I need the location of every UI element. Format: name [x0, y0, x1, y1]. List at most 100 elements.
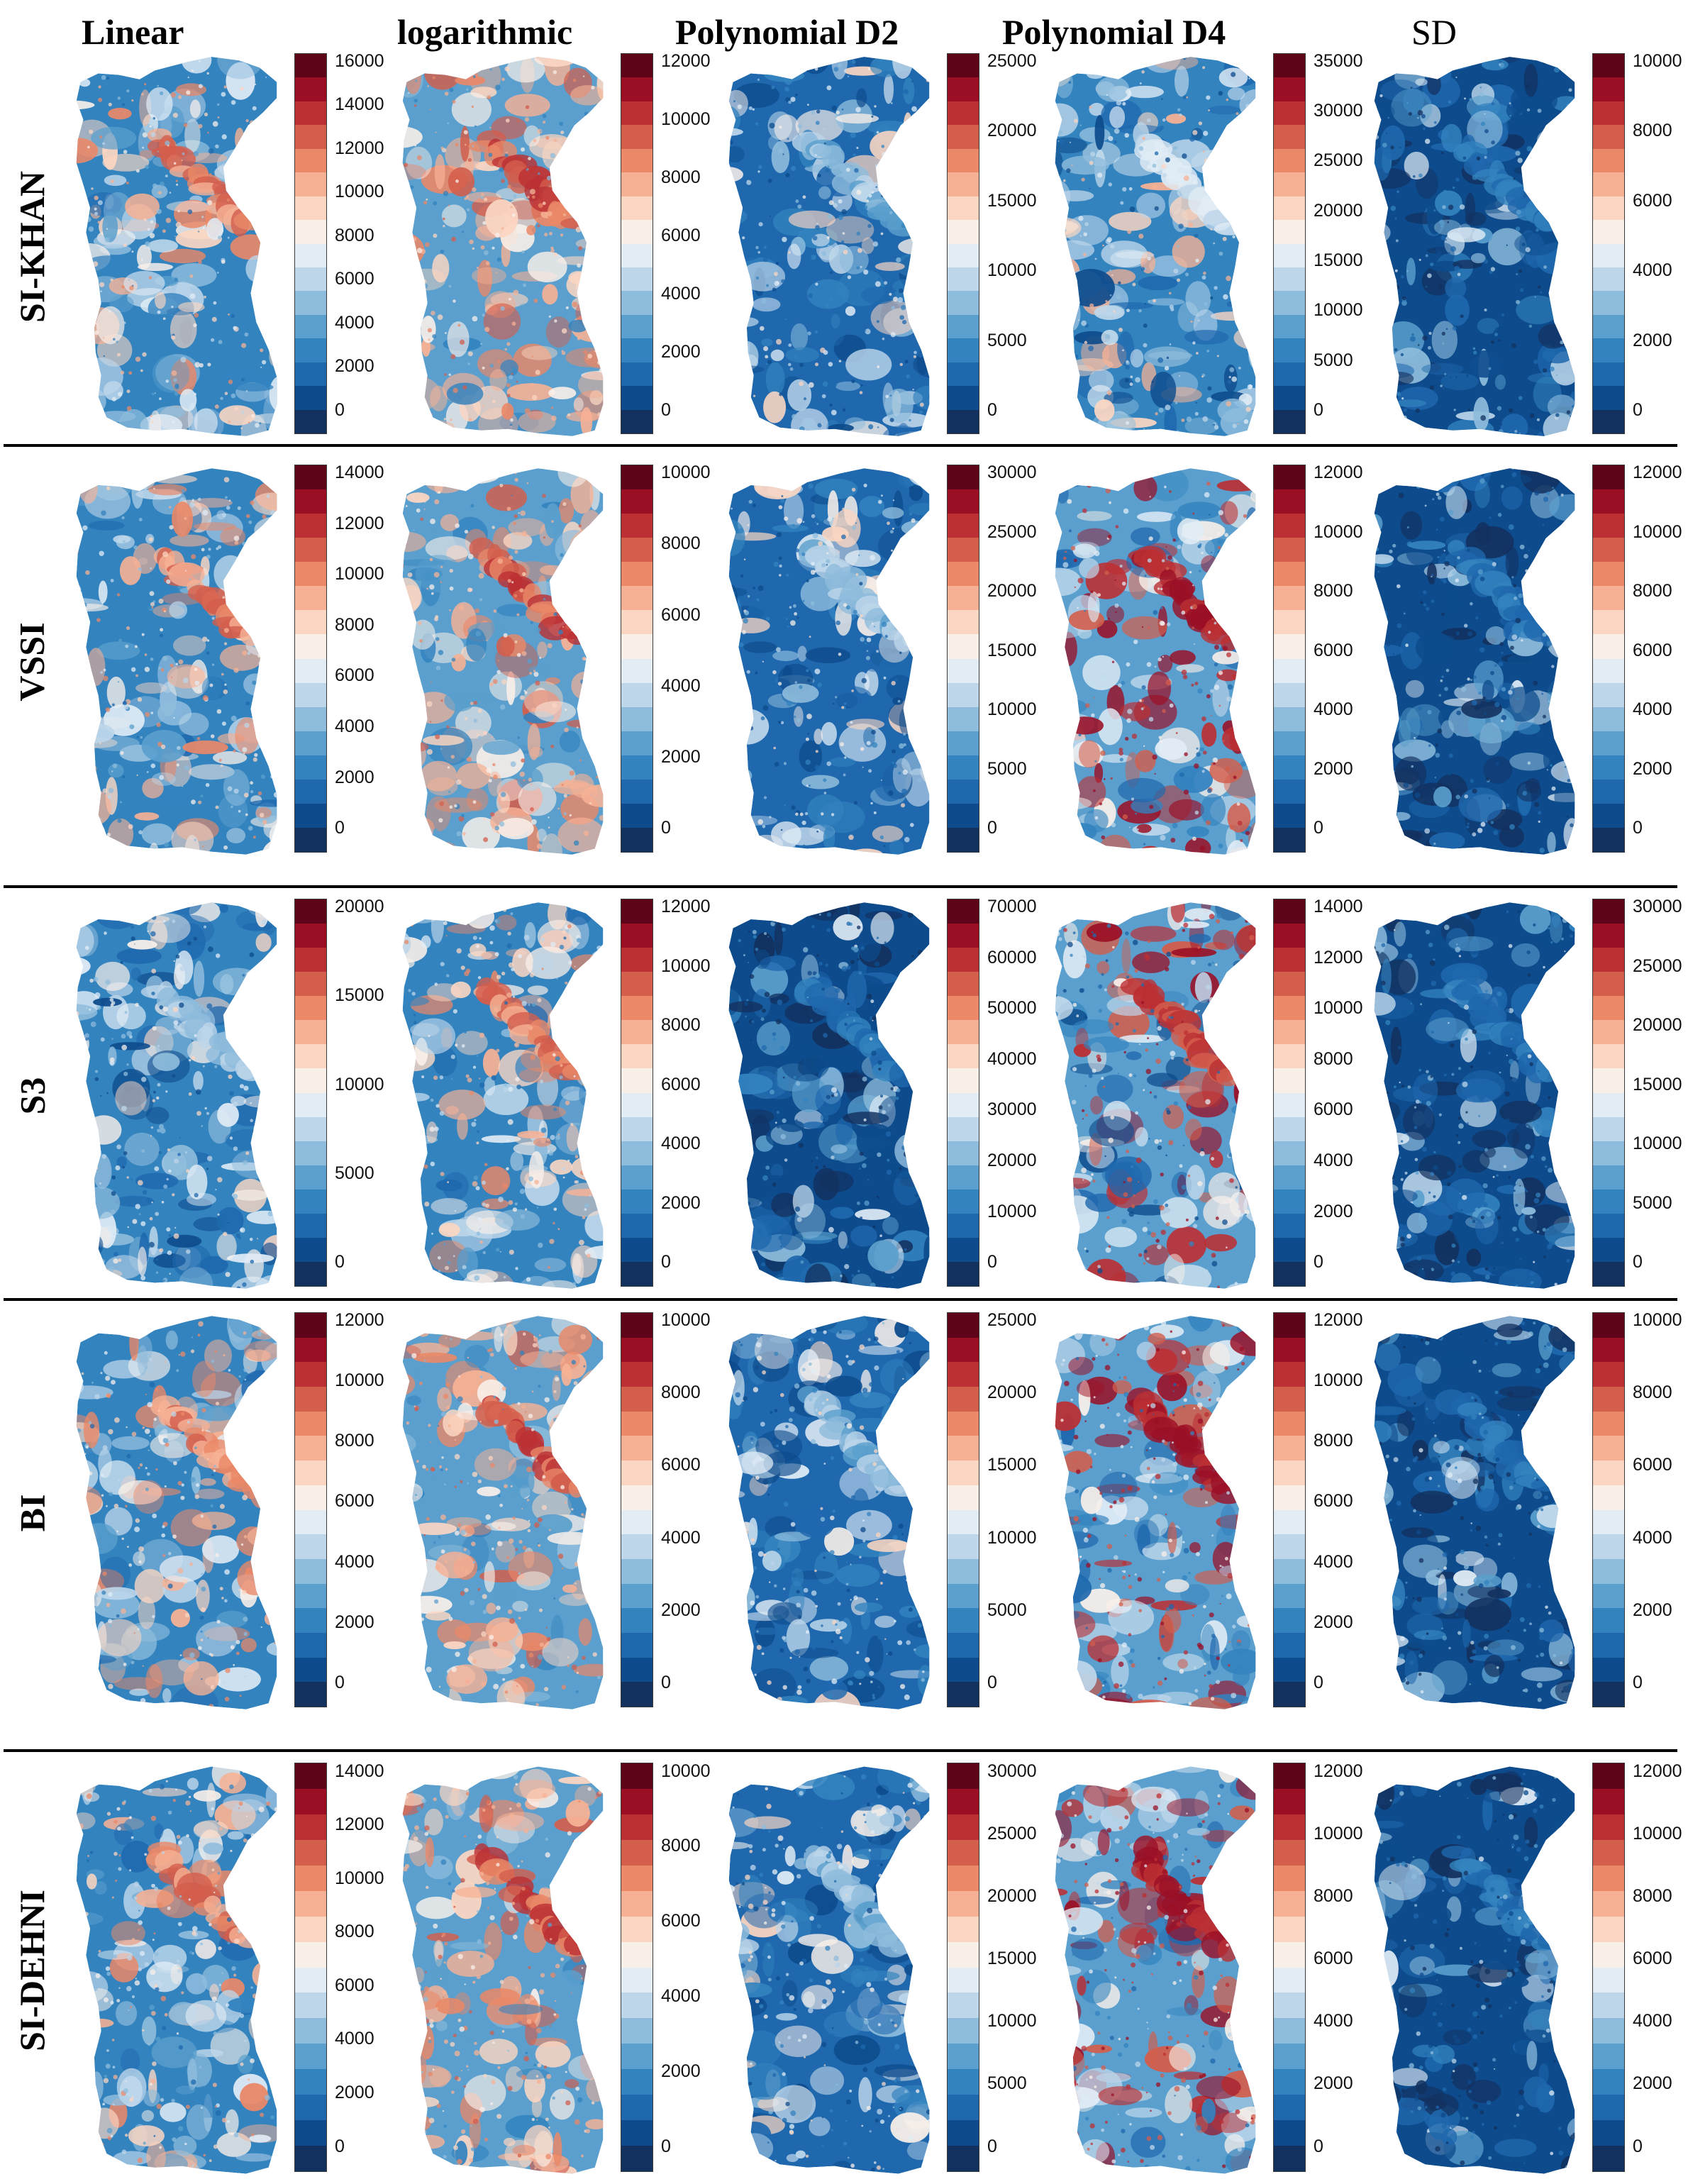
colorbar-segment — [621, 1020, 653, 1045]
colorbar-segment — [295, 755, 326, 780]
colorbar-tick-label: 6000 — [1633, 640, 1672, 660]
colorbar-segment — [621, 172, 653, 196]
colorbar-segment — [621, 1682, 653, 1707]
map-panel: 10000 8000 6000 4000 2000 0 — [397, 1759, 723, 2181]
colorbar-tick-label: 6000 — [335, 1491, 374, 1512]
map-panel: 14000 12000 10000 8000 6000 4000 2000 0 — [71, 461, 397, 862]
colorbar-segment — [1274, 2069, 1305, 2095]
colorbar — [1273, 1763, 1306, 2172]
colorbar-segment — [621, 2095, 653, 2121]
colorbar-tick-label: 14000 — [335, 94, 384, 115]
colorbar-segment — [1593, 1020, 1624, 1045]
colorbar-tick-label: 0 — [335, 2136, 345, 2156]
colorbar-segment — [1593, 1865, 1624, 1891]
colorbar-segment — [621, 1313, 653, 1338]
colorbar-segment — [948, 314, 979, 339]
colorbar-segment — [1274, 1165, 1305, 1190]
colorbar-tick-label: 15000 — [987, 1949, 1037, 1968]
colorbar-tick-label: 25000 — [1633, 955, 1682, 976]
colorbar-segment — [621, 538, 653, 562]
colorbar-tick-label: 10000 — [1633, 50, 1682, 71]
colorbar-tick-label: 2000 — [335, 2082, 374, 2102]
map-panel: 12000 10000 8000 6000 4000 2000 0 — [1369, 461, 1688, 862]
map-panel: 35000 30000 25000 20000 15000 10000 5000 0 — [1050, 50, 1376, 443]
colorbar-tick-label: 20000 — [1314, 200, 1363, 221]
raster-map — [1374, 1316, 1575, 1709]
map-fill — [728, 1766, 930, 2174]
colorbar-segment — [1593, 2146, 1624, 2171]
colorbar-segment — [1274, 1141, 1305, 1165]
colorbar-segment — [948, 1092, 979, 1117]
colorbar-segment — [621, 54, 653, 78]
colorbar-segment — [1593, 1411, 1624, 1436]
colorbar-tick-label: 12000 — [1633, 1761, 1682, 1781]
colorbar-tick-label: 0 — [987, 1672, 997, 1692]
row-divider — [4, 1298, 1677, 1301]
colorbar-tick-label: 4000 — [661, 1133, 701, 1154]
colorbar-segment — [948, 827, 979, 852]
colorbar-segment — [621, 1460, 653, 1485]
colorbar-segment — [1274, 1682, 1305, 1707]
colorbar-tick-label: 2000 — [1314, 758, 1353, 779]
colorbar-segment — [621, 386, 653, 410]
colorbar-segment — [1274, 196, 1305, 221]
row-label: BI — [0, 1309, 64, 1717]
colorbar-segment — [1593, 1608, 1624, 1633]
colorbar-segment — [621, 1608, 653, 1633]
colorbar-segment — [1593, 291, 1624, 315]
colorbar-segment — [621, 586, 653, 611]
colorbar-tick-label: 12000 — [661, 896, 711, 916]
colorbar-segment — [621, 1558, 653, 1584]
colorbar-segment — [621, 2018, 653, 2044]
colorbar-tick-label: 0 — [661, 818, 671, 838]
colorbar-segment — [948, 386, 979, 410]
colorbar-segment — [295, 827, 326, 852]
colorbar-segment — [1274, 1763, 1305, 1789]
colorbar-segment — [295, 196, 326, 221]
colorbar-segment — [948, 1068, 979, 1093]
colorbar-segment — [1593, 220, 1624, 244]
colorbar-segment — [1274, 1116, 1305, 1141]
colorbar-segment — [1593, 634, 1624, 659]
colorbar-segment — [948, 538, 979, 562]
colorbar-tick-label: 0 — [661, 399, 671, 420]
colorbar-segment — [1593, 465, 1624, 490]
colorbar-segment — [948, 489, 979, 514]
colorbar-segment — [948, 1608, 979, 1633]
map-panel: 14000 12000 10000 8000 6000 4000 2000 0 — [71, 1759, 397, 2181]
colorbar-segment — [295, 489, 326, 514]
colorbar-segment — [948, 706, 979, 731]
colorbar-segment — [1274, 996, 1305, 1021]
colorbar-segment — [1593, 996, 1624, 1021]
colorbar-tick-label: 8000 — [1314, 1431, 1353, 1451]
colorbar-segment — [1274, 243, 1305, 267]
map-panel: 20000 15000 10000 5000 0 — [71, 895, 397, 1296]
colorbar-segment — [621, 827, 653, 852]
colorbar-tick-label: 0 — [987, 2136, 997, 2156]
colorbar-segment — [948, 610, 979, 635]
row-label: SI-DEHNI — [0, 1759, 64, 2181]
colorbar-segment — [621, 634, 653, 659]
colorbar-tick-label: 10000 — [1633, 1823, 1682, 1844]
colorbar-segment — [295, 2120, 326, 2146]
colorbar-segment — [621, 779, 653, 804]
colorbar-tick-label: 5000 — [987, 758, 1027, 779]
colorbar-segment — [948, 1213, 979, 1238]
colorbar-tick-label: 4000 — [335, 1551, 374, 1572]
raster-map — [1374, 1766, 1575, 2174]
colorbar-segment — [1593, 1092, 1624, 1117]
colorbar-segment — [1593, 1814, 1624, 1840]
colorbar-segment — [1274, 1632, 1305, 1658]
colorbar-segment — [621, 1116, 653, 1141]
raster-map — [76, 1766, 277, 2174]
colorbar-segment — [1274, 1387, 1305, 1412]
colorbar-segment — [1274, 77, 1305, 101]
colorbar-segment — [1593, 827, 1624, 852]
raster-map — [76, 57, 277, 436]
colorbar-tick-label: 2000 — [661, 1192, 701, 1213]
raster-map — [1055, 57, 1256, 436]
colorbar-tick-label: 4000 — [1314, 2011, 1353, 2031]
raster-map — [76, 468, 277, 855]
colorbar-segment — [948, 779, 979, 804]
